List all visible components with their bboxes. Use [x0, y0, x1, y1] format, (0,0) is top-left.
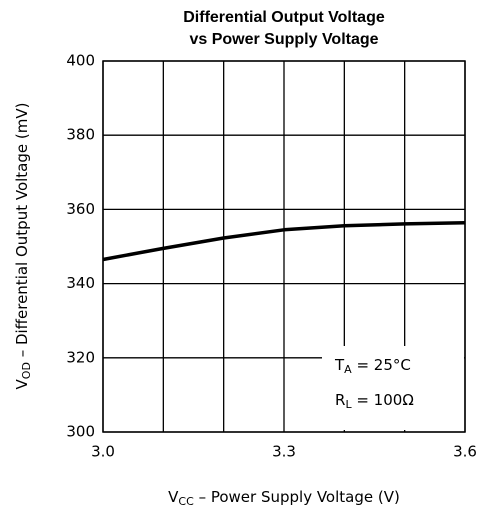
label-text: – Power Supply Voltage (V) [194, 488, 400, 506]
x-tick-label: 3.0 [91, 443, 115, 461]
y-tick-label: 340 [66, 274, 95, 292]
chart-title: Differential Output Voltage [183, 9, 385, 26]
chart-title: vs Power Supply Voltage [189, 31, 378, 48]
x-axis-label: VCC – Power Supply Voltage (V) [168, 488, 400, 509]
y-tick-label: 400 [66, 52, 95, 70]
x-tick-label: 3.3 [272, 443, 296, 461]
y-tick-label: 360 [66, 200, 95, 218]
annotation: RL = 100Ω [335, 391, 414, 412]
data-line [102, 221, 466, 262]
y-tick-label: 300 [66, 423, 95, 441]
y-tick-label: 320 [66, 348, 95, 366]
subscript: OD [20, 362, 33, 379]
x-tick-label: 3.6 [453, 443, 477, 461]
subscript: CC [178, 495, 194, 508]
annotation-background [322, 346, 464, 430]
symbol: V [13, 378, 31, 389]
y-tick-label: 380 [66, 126, 95, 144]
label-text: – Differential Output Voltage (mV) [13, 103, 31, 363]
y-axis-label: VOD – Differential Output Voltage (mV) [13, 103, 34, 390]
symbol: T [334, 356, 345, 374]
subscript: A [344, 363, 352, 376]
label-text: = 25°C [352, 356, 411, 374]
symbol: R [335, 391, 345, 409]
symbol: V [168, 488, 179, 506]
plot-frame [102, 60, 466, 433]
label-text: = 100Ω [352, 391, 414, 409]
subscript: L [345, 398, 352, 411]
annotation: TA = 25°C [334, 356, 411, 377]
